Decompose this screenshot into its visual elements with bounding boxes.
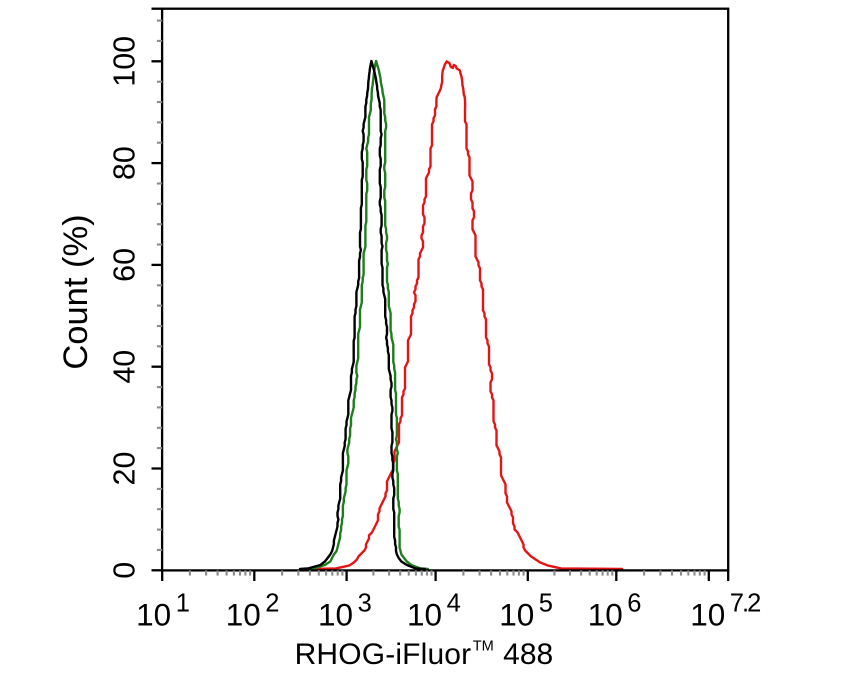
svg-text:20: 20 (108, 452, 142, 486)
svg-text:80: 80 (108, 146, 142, 180)
svg-text:4: 4 (447, 589, 461, 617)
svg-text:100: 100 (108, 36, 142, 87)
svg-text:Count (%): Count (%) (57, 214, 95, 369)
svg-text:10: 10 (318, 596, 353, 632)
svg-text:2: 2 (265, 589, 279, 617)
svg-text:10: 10 (226, 596, 261, 632)
svg-text:10: 10 (136, 596, 171, 632)
svg-text:10: 10 (690, 596, 725, 632)
svg-text:5: 5 (539, 589, 553, 617)
svg-text:0: 0 (108, 562, 142, 579)
svg-text:3: 3 (358, 589, 372, 617)
svg-text:10: 10 (499, 596, 534, 632)
svg-text:40: 40 (108, 350, 142, 384)
svg-text:10: 10 (588, 596, 623, 632)
svg-text:1: 1 (176, 589, 190, 617)
svg-text:10: 10 (407, 596, 442, 632)
svg-text:60: 60 (108, 248, 142, 282)
svg-text:6: 6 (627, 589, 641, 617)
svg-text:7.2: 7.2 (730, 589, 762, 617)
